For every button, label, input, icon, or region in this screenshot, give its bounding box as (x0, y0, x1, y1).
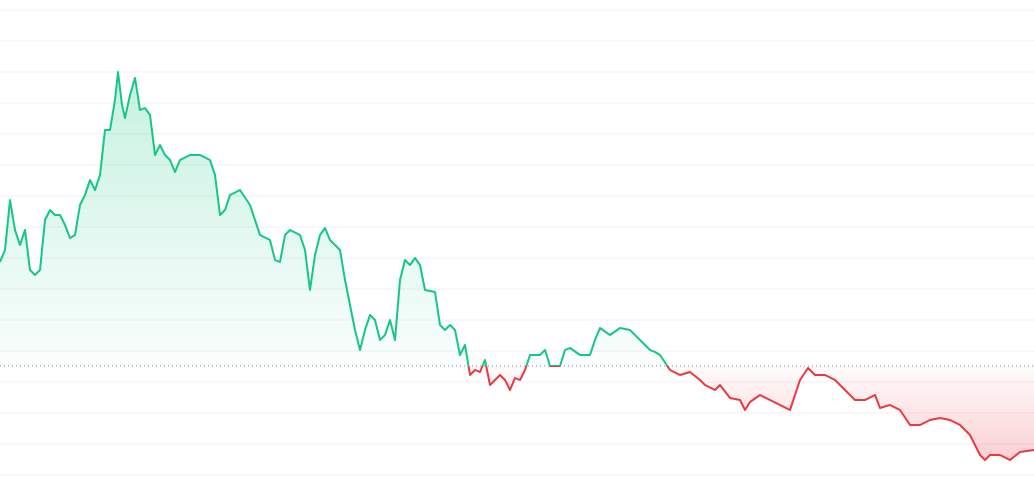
area-fill (0, 72, 1034, 460)
price-line (0, 71, 1034, 461)
